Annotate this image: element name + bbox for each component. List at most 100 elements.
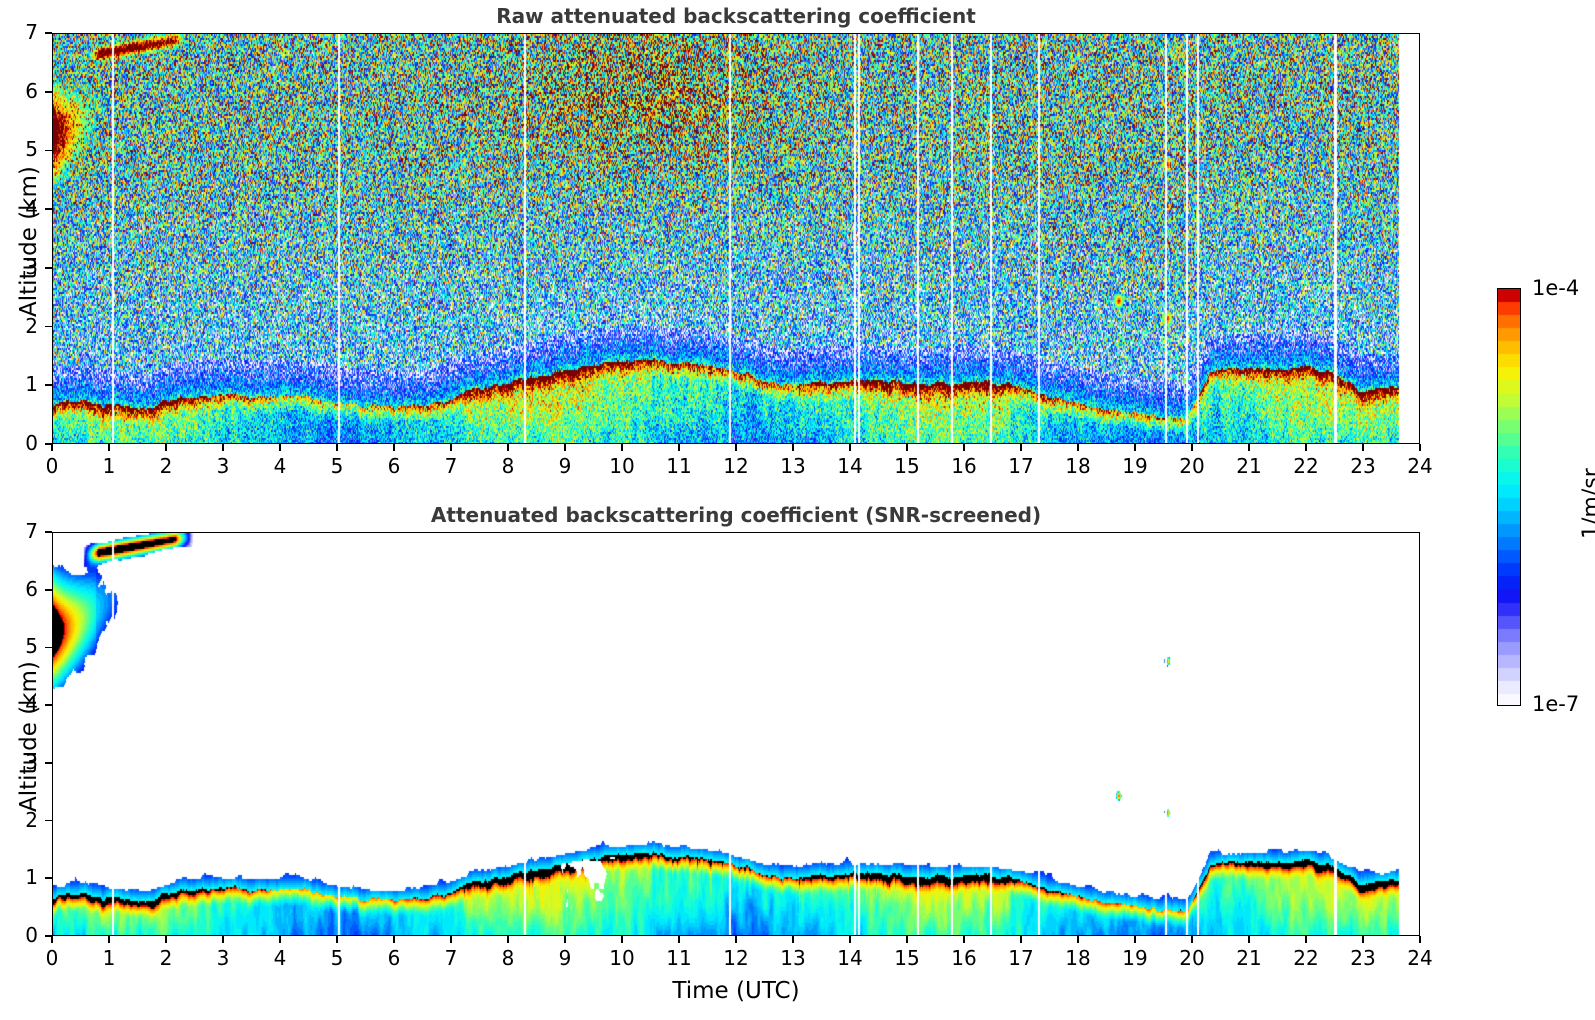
y-tick-label: 0	[25, 431, 38, 455]
x-tick-label: 3	[216, 454, 230, 478]
y-tick	[45, 443, 52, 445]
x-tick-label: 16	[951, 946, 977, 970]
x-tick-label: 17	[1008, 946, 1034, 970]
x-tick	[450, 444, 452, 451]
heatmap-raw[interactable]	[52, 33, 1420, 444]
y-tick-label: 5	[25, 634, 38, 659]
x-tick-label: 18	[1065, 946, 1091, 970]
x-tick-label: 5	[330, 454, 344, 478]
x-tick	[1362, 444, 1364, 451]
x-tick	[849, 936, 851, 943]
x-tick-label: 13	[780, 946, 806, 970]
x-tick-label: 18	[1065, 454, 1091, 478]
x-tick	[507, 444, 509, 451]
x-tick	[165, 936, 167, 943]
panel-title-screened: Attenuated backscattering coefficient (S…	[430, 503, 1042, 527]
x-tick	[507, 936, 509, 943]
colorbar-min-label: 1e-7	[1532, 692, 1580, 716]
y-tick	[45, 267, 52, 269]
y-tick	[45, 588, 52, 591]
colorbar-unit-label: 1/m/sr	[1579, 468, 1595, 539]
x-tick-label: 2	[159, 454, 173, 478]
x-tick	[1020, 444, 1022, 451]
y-tick	[45, 208, 52, 210]
x-tick	[906, 444, 908, 451]
x-tick-label: 11	[666, 454, 692, 478]
y-axis-label-screened: Altitude (km)	[16, 661, 42, 812]
x-tick	[108, 936, 110, 943]
x-tick-label: 20	[1179, 946, 1205, 970]
y-tick	[45, 384, 52, 387]
x-tick	[51, 936, 53, 943]
x-tick-label: 8	[501, 946, 515, 970]
x-tick-label: 3	[216, 946, 230, 970]
x-tick-label: 22	[1293, 454, 1319, 478]
x-tick-label: 21	[1236, 946, 1262, 970]
y-tick-label: 4	[25, 196, 38, 221]
y-tick-label: 3	[25, 749, 38, 774]
heatmap-snr-screened[interactable]	[52, 532, 1420, 936]
x-tick-label: 8	[501, 454, 515, 478]
y-tick-label: 0	[25, 923, 38, 947]
y-tick	[45, 32, 52, 34]
y-tick	[45, 531, 52, 533]
x-tick	[1248, 936, 1250, 943]
x-tick-label: 19	[1122, 454, 1148, 478]
x-tick-label: 0	[45, 454, 59, 478]
x-tick	[678, 444, 680, 451]
x-tick-label: 9	[558, 454, 572, 478]
x-tick-label: 1	[102, 946, 116, 970]
y-tick	[45, 646, 52, 649]
x-tick	[51, 444, 53, 451]
x-tick	[279, 444, 281, 451]
x-axis-label-time: Time (UTC)	[672, 978, 800, 1004]
x-tick-label: 6	[387, 454, 401, 478]
x-tick-label: 13	[780, 454, 806, 478]
x-tick	[1419, 936, 1421, 943]
x-tick-label: 10	[609, 946, 635, 970]
x-tick-label: 7	[444, 454, 458, 478]
x-tick	[336, 444, 338, 451]
x-tick	[1362, 936, 1364, 943]
x-tick	[1191, 936, 1193, 943]
y-axis-label-raw: Altitude (km)	[16, 165, 42, 317]
x-tick	[450, 936, 452, 943]
x-tick-label: 22	[1293, 946, 1319, 970]
y-tick-label: 6	[25, 576, 38, 601]
x-tick	[963, 936, 965, 943]
x-tick	[222, 444, 224, 451]
x-tick	[621, 444, 623, 451]
x-tick-label: 21	[1236, 454, 1262, 478]
colorbar-max-label: 1e-4	[1532, 276, 1580, 300]
x-tick-label: 4	[273, 946, 287, 970]
x-tick	[963, 444, 965, 451]
y-tick-label: 4	[25, 692, 38, 717]
x-tick	[279, 936, 281, 943]
x-tick-label: 15	[894, 946, 920, 970]
x-tick-label: 1	[102, 454, 116, 478]
y-tick-label: 2	[25, 807, 38, 832]
x-tick	[1134, 444, 1136, 451]
x-tick-label: 12	[723, 946, 749, 970]
y-tick-label: 3	[25, 254, 38, 279]
x-tick	[108, 444, 110, 451]
x-tick-label: 23	[1350, 454, 1376, 478]
x-tick-label: 4	[273, 454, 287, 478]
x-tick	[621, 936, 623, 943]
x-tick-label: 19	[1122, 946, 1148, 970]
x-tick-label: 20	[1179, 454, 1205, 478]
x-tick	[1191, 444, 1193, 451]
y-tick-label: 2	[25, 313, 38, 338]
x-tick	[678, 936, 680, 943]
panel-title-raw: Raw attenuated backscattering coefficien…	[496, 4, 976, 28]
y-tick	[45, 149, 52, 152]
x-tick	[906, 936, 908, 943]
y-tick-label: 7	[25, 519, 38, 543]
x-tick-label: 16	[951, 454, 977, 478]
x-tick-label: 17	[1008, 454, 1034, 478]
x-tick	[849, 444, 851, 451]
x-tick	[1077, 936, 1079, 943]
x-tick	[222, 936, 224, 943]
x-tick-label: 7	[444, 946, 458, 970]
x-tick-label: 10	[609, 454, 635, 478]
